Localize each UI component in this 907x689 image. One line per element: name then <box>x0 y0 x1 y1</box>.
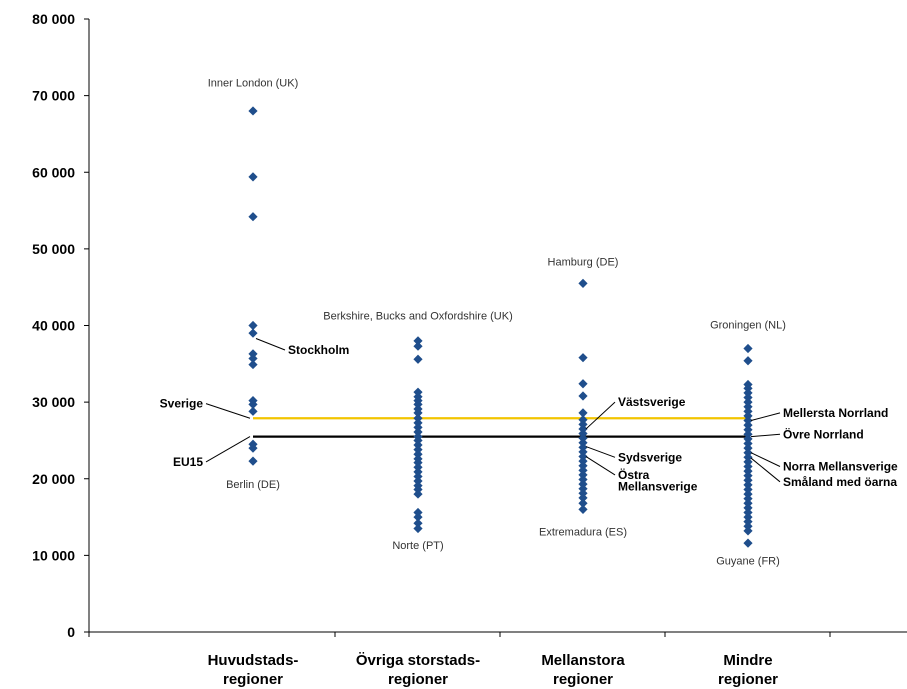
x-category-label: regioner <box>553 671 613 688</box>
data-markers <box>248 106 753 548</box>
leader-line <box>585 446 616 458</box>
point-annotation: Berlin (DE) <box>226 479 280 491</box>
leader-line <box>750 433 781 438</box>
leader-labels: Stockholm Sverige EU15 Västsverige Sydsverig… <box>160 338 898 493</box>
leader-label: Norra Mellansverige <box>783 459 898 473</box>
point-annotation: Berkshire, Bucks and Oxfordshire (UK) <box>323 310 513 322</box>
leader-label: Östra <box>618 467 650 482</box>
y-tick-label: 10 000 <box>32 547 75 563</box>
leader-line <box>585 401 616 430</box>
data-point <box>578 379 588 389</box>
y-tick-label: 50 000 <box>32 241 75 257</box>
leader-line <box>750 457 781 483</box>
leader-label: Västsverige <box>618 395 686 409</box>
data-point <box>248 106 258 116</box>
leader-label: Sverige <box>160 397 204 411</box>
x-category-label: Mellanstora <box>541 652 625 669</box>
data-point <box>248 456 258 466</box>
data-point <box>743 538 753 548</box>
x-category-label: Mindre <box>723 652 772 669</box>
leader-line <box>255 338 286 351</box>
data-point <box>248 320 258 331</box>
leader-line <box>205 436 251 463</box>
y-tick-label: 20 000 <box>32 471 75 487</box>
data-point <box>413 354 423 364</box>
reference-lines <box>253 417 748 438</box>
y-tick-label: 80 000 <box>32 11 75 27</box>
data-point <box>248 406 258 416</box>
data-point <box>248 359 258 370</box>
data-point <box>743 356 753 366</box>
x-category-label: Huvudstads- <box>208 652 299 669</box>
point-annotation: Hamburg (DE) <box>548 257 619 269</box>
data-point <box>413 408 423 418</box>
y-tick-label: 0 <box>67 624 75 640</box>
leader-line <box>750 412 781 421</box>
data-point <box>248 212 258 222</box>
leader-label: Sydsverige <box>618 450 682 464</box>
leader-label: Övre Norrland <box>783 426 864 441</box>
point-annotation: Groningen (NL) <box>710 320 786 332</box>
data-point <box>578 498 588 508</box>
data-point <box>413 341 423 351</box>
leader-line <box>585 456 616 476</box>
leader-label: Småland med öarna <box>783 475 897 489</box>
data-point <box>578 278 588 288</box>
point-annotation: Norte (PT) <box>392 540 443 552</box>
x-category-label: regioner <box>223 671 283 688</box>
leader-label: Mellansverige <box>618 479 698 493</box>
data-point <box>578 408 588 418</box>
data-point <box>743 343 753 354</box>
leader-label: Stockholm <box>288 343 349 357</box>
data-point <box>248 172 258 182</box>
point-annotation: Guyane (FR) <box>716 556 780 568</box>
x-category-label: regioner <box>388 671 448 688</box>
point-annotations: Inner London (UK) Berlin (DE) Berkshire, B… <box>208 77 786 567</box>
y-tick-label: 70 000 <box>32 88 75 104</box>
data-point <box>248 353 258 364</box>
data-point <box>578 391 588 401</box>
data-point <box>248 399 258 410</box>
leader-label: EU15 <box>173 455 203 469</box>
leader-label: Mellersta Norrland <box>783 406 888 420</box>
leader-line <box>750 452 781 467</box>
data-point <box>743 526 753 536</box>
leader-line <box>205 403 251 419</box>
data-point <box>413 512 423 522</box>
y-tick-label: 40 000 <box>32 318 75 334</box>
axes: 0 10 000 20 000 30 000 40 000 50 000 60 000 70 … <box>32 11 907 688</box>
data-point <box>578 504 588 514</box>
point-annotation: Extremadura (ES) <box>539 526 627 538</box>
y-tick-label: 60 000 <box>32 164 75 180</box>
data-point <box>413 518 423 528</box>
data-point <box>413 523 423 534</box>
x-category-label: regioner <box>718 671 778 688</box>
data-point <box>413 336 423 346</box>
data-point <box>413 489 423 499</box>
y-tick-label: 30 000 <box>32 394 75 410</box>
data-point <box>248 328 258 338</box>
data-point <box>578 493 588 503</box>
data-point <box>578 353 588 363</box>
data-point <box>248 443 258 453</box>
x-category-label: Övriga storstads- <box>356 652 480 669</box>
point-annotation: Inner London (UK) <box>208 77 299 89</box>
